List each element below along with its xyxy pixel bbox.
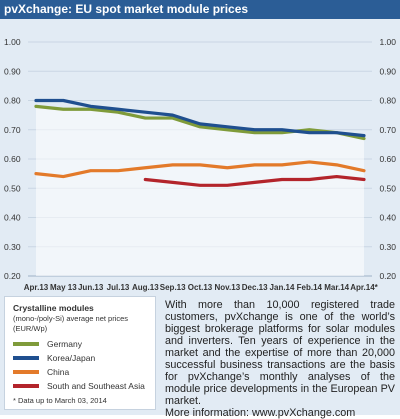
x-tick-label: Jan.14 [270, 283, 295, 292]
description-paragraph: With more than 10,000 registered trade c… [165, 299, 395, 407]
more-info-link[interactable]: More information: www.pvXchange.com [165, 407, 356, 419]
x-tick-label: Feb.14 [297, 283, 323, 292]
y-tick-label-right: 0.60 [379, 154, 396, 164]
y-tick-label-right: 0.70 [379, 125, 396, 135]
x-tick-label: Aug.13 [132, 283, 159, 292]
y-tick-label-left: 0.70 [4, 125, 21, 135]
x-tick-label: Sep.13 [160, 283, 186, 292]
y-tick-label-left: 0.90 [4, 66, 21, 76]
price-chart: 1.00 1.00 0.90 0.90 0.80 0.80 0.70 0.70 0.60 0.60… [4, 37, 396, 292]
legend-label-china: China [47, 367, 70, 377]
series-line-korea-japan [34, 98, 366, 138]
y-tick-label-right: 0.40 [379, 213, 396, 223]
y-tick-label-right: 1.00 [379, 37, 396, 47]
legend-footnote: * Data up to March 03, 2014 [13, 396, 107, 405]
y-tick-label-left: 0.40 [4, 213, 21, 223]
legend: Crystalline modules (mono-/poly-Si) aver… [4, 296, 156, 410]
y-tick-label-left: 1.00 [4, 37, 21, 47]
x-tick-label: Dec.13 [242, 283, 268, 292]
series-lines [34, 98, 366, 187]
x-tick-label: May 13 [50, 283, 77, 292]
series-line-china [34, 160, 366, 179]
y-tick-label-left: 0.60 [4, 154, 21, 164]
legend-label-germany: Germany [47, 339, 82, 349]
x-tick-label: Nov.13 [215, 283, 241, 292]
x-tick-label: Jun.13 [78, 283, 104, 292]
y-tick-label-right: 0.30 [379, 242, 396, 252]
x-tick-label: Jul.13 [107, 283, 130, 292]
legend-title: Crystalline modules [13, 303, 94, 313]
legend-item-germany: Germany [13, 338, 149, 350]
chart-title: pvXchange: EU spot market module prices [0, 0, 400, 19]
x-tick-label: Mar.14 [324, 283, 349, 292]
y-tick-label-right: 0.90 [379, 66, 396, 76]
x-tick-label: Apr.14* [350, 283, 378, 292]
legend-item-korea-japan: Korea/Japan [13, 352, 149, 364]
y-tick-label-left: 0.20 [4, 271, 21, 281]
y-tick-label-left: 0.80 [4, 96, 21, 106]
y-tick-label-right: 0.80 [379, 96, 396, 106]
legend-label-korea-japan: Korea/Japan [47, 353, 96, 363]
series-line-germany [34, 104, 366, 141]
y-tick-label-right: 0.50 [379, 183, 396, 193]
legend-subtitle: (mono-/poly-Si) average net prices (EUR/… [13, 314, 129, 333]
x-tick-label: Oct.13 [188, 283, 213, 292]
legend-item-china: China [13, 366, 149, 378]
series-line-south-and-southeast-asia [143, 174, 366, 187]
legend-swatch-korea-japan [13, 356, 39, 360]
tick-labels: 1.00 1.00 0.90 0.90 0.80 0.80 0.70 0.70 0.60 0.60… [4, 37, 396, 292]
y-tick-label-left: 0.50 [4, 183, 21, 193]
y-tick-label-right: 0.20 [379, 271, 396, 281]
legend-label-south-southeast-asia: South and Southeast Asia [47, 381, 145, 391]
y-tick-label-left: 0.30 [4, 242, 21, 252]
legend-swatch-south-southeast-asia [13, 384, 39, 388]
series-area-germany [36, 106, 364, 276]
legend-item-south-southeast-asia: South and Southeast Asia [13, 380, 149, 392]
legend-swatch-germany [13, 342, 39, 346]
legend-swatch-china [13, 370, 39, 374]
x-tick-label: Apr.13 [24, 283, 49, 292]
description-text: With more than 10,000 registered trade c… [165, 299, 395, 419]
area-layer [36, 106, 364, 276]
